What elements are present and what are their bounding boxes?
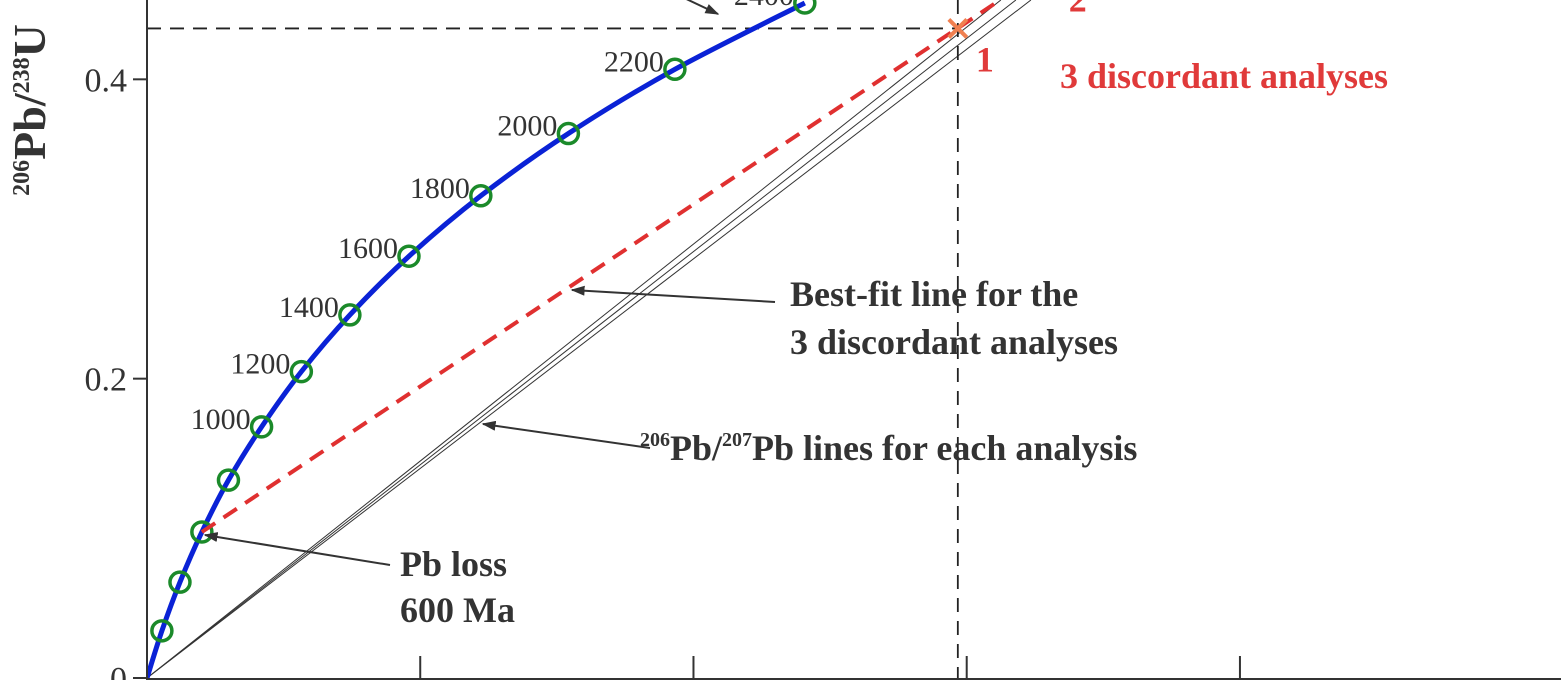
y-axis-label: 206Pb/238U [4,24,55,196]
analysis-label: 1 [976,39,994,79]
age-marker [289,359,314,384]
text: Pb/ [4,92,55,160]
concordia-curve [147,0,806,679]
age-marker [150,619,174,643]
y-tick-label: 0 [110,661,127,680]
arrow [686,0,720,15]
annotation: 600 Ma [400,590,515,630]
age-marker [249,415,274,439]
analysis-label: 2 [1069,0,1087,20]
age-label: 1400 [279,291,339,324]
arrow [203,532,391,566]
sup: 206 [640,429,670,451]
age-marker [168,570,192,594]
age-label: 2400 [734,0,794,12]
annotation: 3 discordant analyses [1060,56,1388,96]
age-label: 1600 [338,232,398,265]
age-label: 2000 [497,110,557,143]
sup: 206 [9,160,35,196]
annotation: Best-fit line for the [790,274,1078,314]
annotation: Pb loss [400,544,507,584]
arrow [481,420,651,449]
age-label: 1800 [410,172,470,205]
analysis-marker [947,18,969,39]
age-label: 1200 [230,348,290,381]
plot-area: 1000 1200 1400 1600 1800 2000 2200 2400 [147,0,1032,680]
age-marker [190,520,214,544]
annotation: 3 discordant analyses [790,322,1118,362]
pb-line [147,0,1002,679]
pb-line [147,0,1032,679]
y-tick-label: 0.4 [85,62,128,99]
text: Pb lines for each analysis [752,428,1137,468]
y-tick-label: 0.2 [85,362,128,399]
age-marker [663,57,687,82]
age-marker [397,244,421,268]
age-marker [338,303,362,327]
labels: 206Pb/238U 3 discordant analyses Best-fi… [4,0,1388,630]
age-label: 2200 [604,45,664,78]
age-marker [556,121,581,146]
sup: 207 [722,429,752,451]
age-marker [793,0,817,15]
annotation: 206Pb/207Pb lines for each analysis [640,428,1137,468]
text: Pb/ [670,428,723,468]
pb-line [147,0,1017,679]
arrow [570,285,776,303]
text: U [4,24,55,57]
age-marker [469,184,493,208]
sup: 238 [9,57,35,93]
age-marker [216,468,241,492]
age-label: 1000 [191,403,251,436]
